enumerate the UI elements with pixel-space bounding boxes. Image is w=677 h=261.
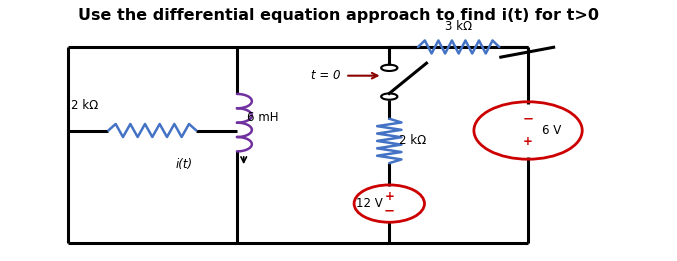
Text: −: − (384, 205, 395, 218)
Text: 6 mH: 6 mH (247, 111, 279, 124)
Text: −: − (523, 112, 533, 126)
Text: +: + (523, 135, 533, 149)
Text: Use the differential equation approach to find i(t) for t>0: Use the differential equation approach t… (78, 8, 599, 23)
Text: i(t): i(t) (176, 158, 193, 171)
Text: 6 V: 6 V (542, 124, 561, 137)
Text: 12 V: 12 V (355, 197, 383, 210)
Text: 2 kΩ: 2 kΩ (399, 134, 427, 147)
Text: +: + (385, 189, 394, 203)
Text: t = 0: t = 0 (311, 69, 341, 82)
Text: 2 kΩ: 2 kΩ (71, 99, 98, 112)
Text: 3 kΩ: 3 kΩ (445, 20, 473, 33)
